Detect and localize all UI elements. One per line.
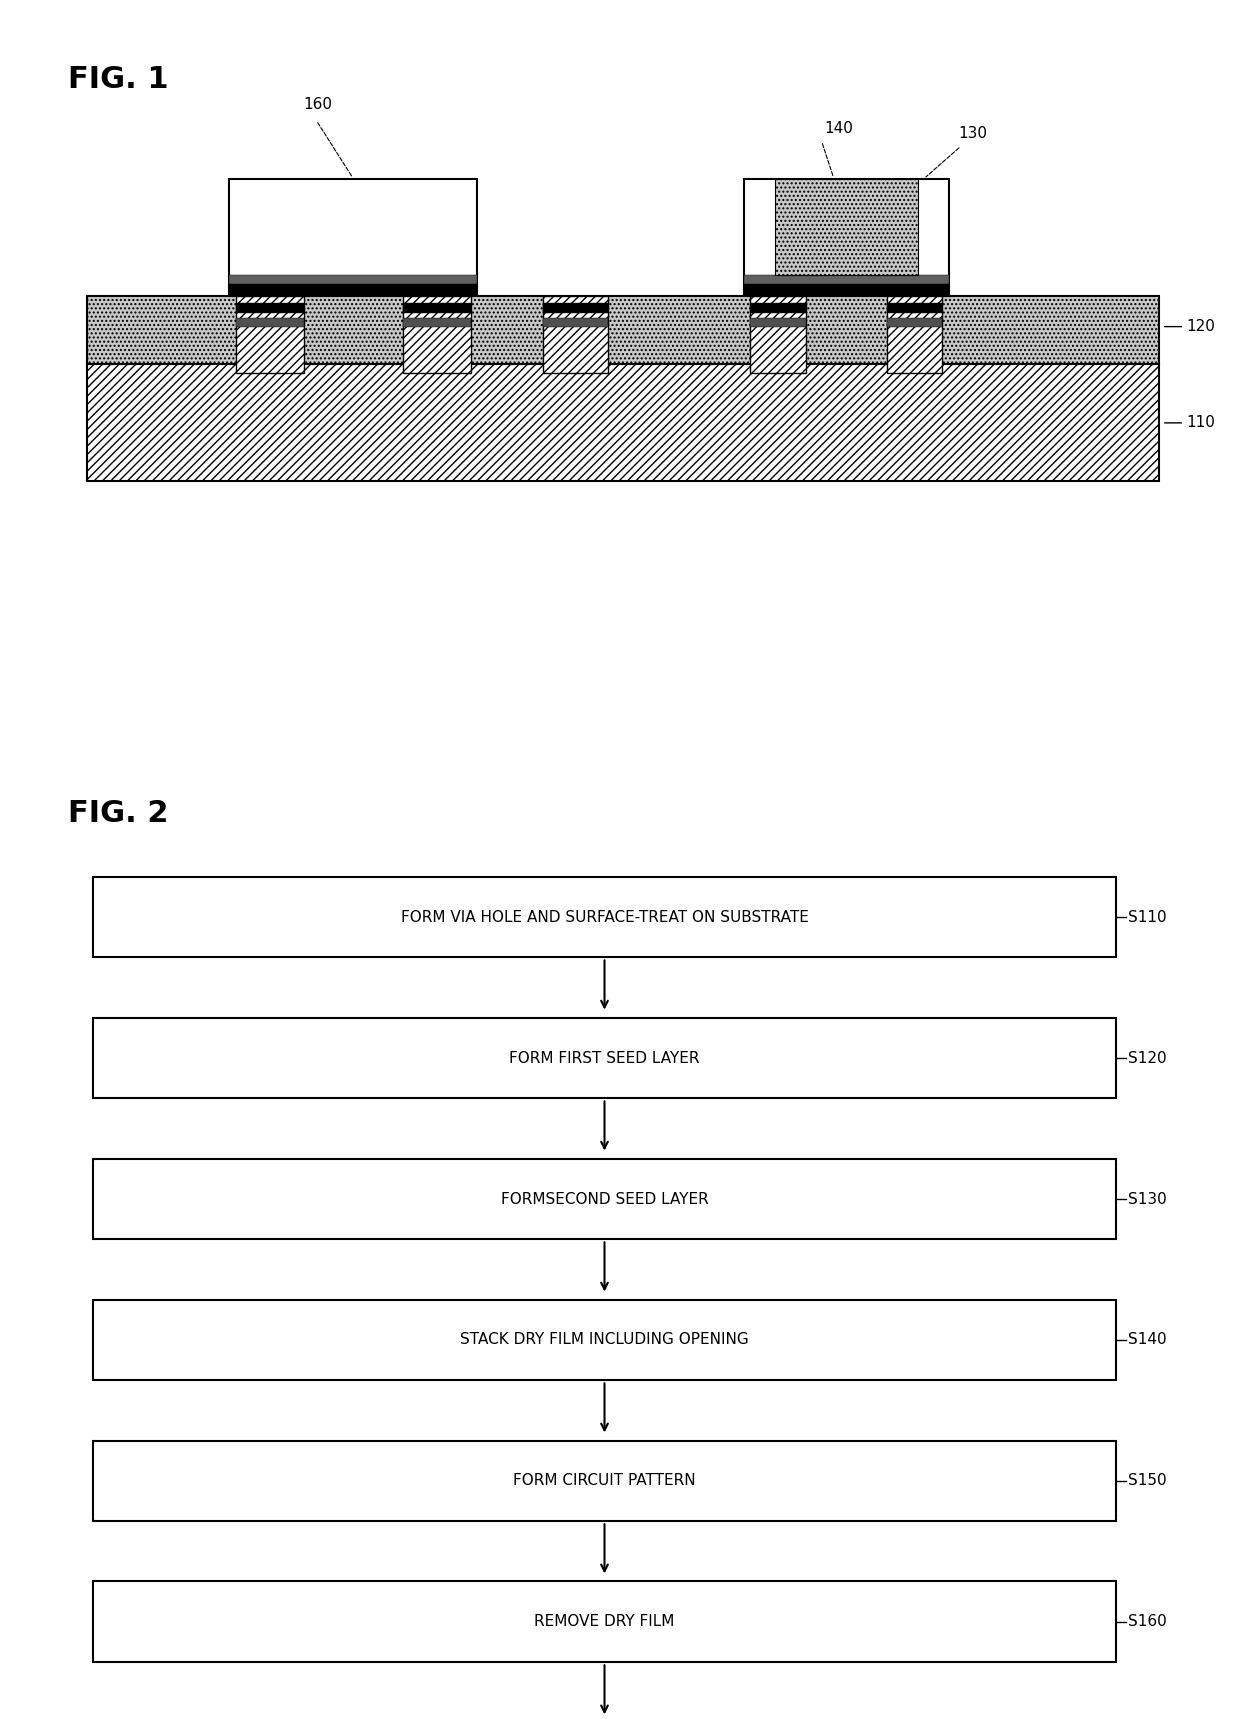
Text: S110: S110	[1128, 909, 1167, 925]
Bar	[93, 877, 1116, 957]
Text: S140: S140	[1128, 1332, 1167, 1348]
Bar	[744, 275, 949, 284]
Bar	[750, 303, 806, 313]
Text: REMOVE DRY FILM: REMOVE DRY FILM	[534, 1614, 675, 1630]
Bar	[93, 1441, 1116, 1521]
Text: 110: 110	[1187, 416, 1215, 430]
Text: S130: S130	[1128, 1191, 1167, 1207]
Bar	[543, 318, 608, 327]
Bar	[236, 303, 304, 313]
Bar	[87, 364, 1159, 481]
Bar	[750, 296, 806, 373]
Text: FIG. 2: FIG. 2	[68, 799, 169, 829]
Text: S120: S120	[1128, 1050, 1167, 1066]
Bar	[229, 275, 477, 284]
Bar	[887, 296, 942, 373]
Bar	[229, 284, 477, 296]
Bar	[229, 179, 477, 296]
Text: FIG. 1: FIG. 1	[68, 65, 169, 95]
Bar	[236, 296, 304, 373]
Bar	[403, 303, 471, 313]
Bar	[93, 1300, 1116, 1380]
Bar	[403, 318, 471, 327]
Text: 140: 140	[825, 120, 853, 136]
Bar	[93, 1159, 1116, 1239]
Bar	[750, 318, 806, 327]
Bar	[87, 296, 1159, 364]
Bar	[403, 296, 471, 373]
Bar	[744, 284, 949, 296]
Text: FORM VIA HOLE AND SURFACE-TREAT ON SUBSTRATE: FORM VIA HOLE AND SURFACE-TREAT ON SUBST…	[401, 909, 808, 925]
Text: S160: S160	[1128, 1614, 1167, 1630]
Bar	[236, 318, 304, 327]
Text: 130: 130	[959, 125, 987, 141]
Bar	[775, 179, 918, 275]
Text: FORMSECOND SEED LAYER: FORMSECOND SEED LAYER	[501, 1191, 708, 1207]
Bar	[93, 1581, 1116, 1662]
Bar	[887, 318, 942, 327]
Bar	[744, 179, 949, 296]
Bar	[93, 1018, 1116, 1098]
Text: FORM FIRST SEED LAYER: FORM FIRST SEED LAYER	[510, 1050, 699, 1066]
Text: STACK DRY FILM INCLUDING OPENING: STACK DRY FILM INCLUDING OPENING	[460, 1332, 749, 1348]
Bar	[543, 296, 608, 373]
Text: 120: 120	[1187, 320, 1215, 333]
Text: FORM CIRCUIT PATTERN: FORM CIRCUIT PATTERN	[513, 1473, 696, 1489]
Text: 160: 160	[304, 96, 332, 112]
Text: S150: S150	[1128, 1473, 1167, 1489]
Bar	[543, 303, 608, 313]
Bar	[887, 303, 942, 313]
